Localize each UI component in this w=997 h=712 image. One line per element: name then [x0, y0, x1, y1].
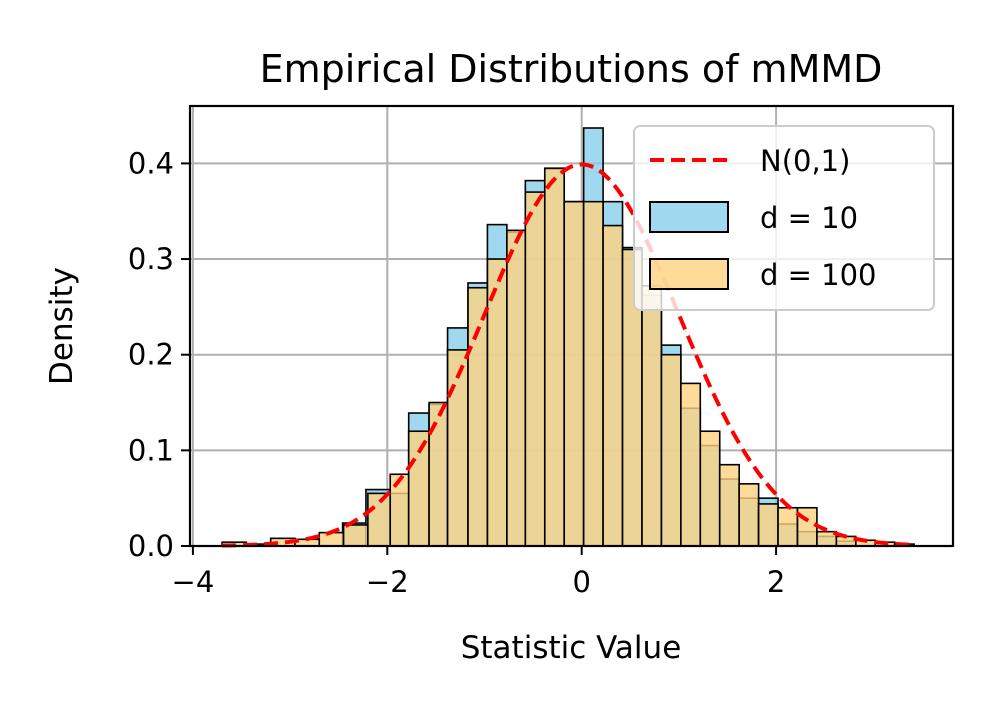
hist-bar-s1-22 — [680, 382, 702, 547]
x-tick-label-2: 0 — [572, 565, 590, 599]
y-tick-label-3: 0.3 — [128, 242, 174, 276]
hist-bar-s1-27 — [777, 506, 799, 547]
hist-bar-s1-24 — [718, 463, 740, 547]
legend-label-normal: N(0,1) — [760, 144, 850, 178]
chart-title: Empirical Distributions of mMMD — [260, 47, 883, 91]
hist-bar-s1-23 — [699, 430, 721, 547]
y-axis-ticks: 0.0 0.1 0.2 0.3 0.4 — [128, 146, 190, 563]
x-axis-label: Statistic Value — [461, 630, 682, 666]
plot-area-frame — [188, 104, 955, 548]
hist-bar-s1-13 — [506, 229, 527, 547]
x-tick-label-0: −4 — [172, 565, 215, 599]
hist-bar-s1-21 — [660, 353, 682, 547]
hist-bar-s1-16 — [563, 200, 585, 547]
hist-bar-s1-9 — [428, 401, 449, 547]
hist-bar-s1-25 — [738, 483, 760, 547]
hist-bar-s1-4 — [318, 531, 345, 547]
y-tick-label-1: 0.1 — [128, 433, 174, 467]
hist-bar-s1-10 — [446, 349, 469, 547]
x-axis-ticks: −4 −2 0 2 — [172, 546, 785, 599]
y-tick-label-2: 0.2 — [128, 338, 174, 372]
hist-bar-s1-12 — [486, 258, 508, 547]
hist-bar-s1-20 — [641, 285, 663, 547]
hist-bar-s1-5 — [342, 524, 369, 547]
legend-d100-swatch — [649, 258, 729, 290]
y-axis-label: Density — [44, 267, 80, 385]
x-tick-label-3: 2 — [767, 565, 785, 599]
y-tick-label-0: 0.0 — [128, 529, 174, 563]
hist-bar-s1-18 — [602, 224, 624, 547]
y-tick-label-4: 0.4 — [128, 146, 174, 180]
legend-label-d100: d = 100 — [760, 258, 877, 292]
hist-bar-s1-26 — [757, 503, 779, 547]
x-tick-label-1: −2 — [366, 565, 409, 599]
legend-d10-swatch — [649, 201, 729, 233]
hist-bar-s1-17 — [582, 200, 604, 547]
normal-curve-layer — [222, 162, 913, 548]
legend: N(0,1) d = 10 d = 100 — [633, 125, 935, 311]
hist-bar-s1-14 — [524, 191, 546, 547]
legend-label-d10: d = 10 — [760, 201, 858, 235]
hist-bar-s1-15 — [543, 167, 566, 547]
normal-pdf-curve — [222, 162, 913, 548]
histogram-bars — [221, 127, 915, 547]
